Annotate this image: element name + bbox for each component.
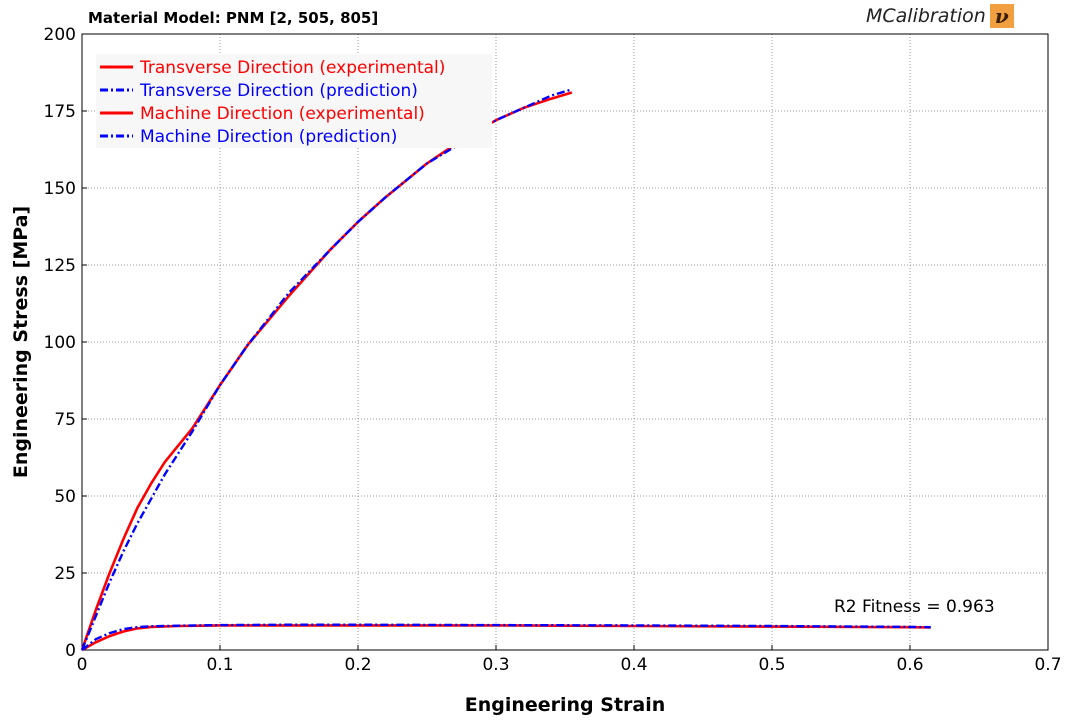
x-axis-label: Engineering Strain [465,694,666,716]
y-tick-label: 50 [54,487,76,507]
legend-entry: Machine Direction (experimental) [140,104,425,124]
brand-name: MCalibration [866,5,986,27]
y-tick-label: 75 [54,410,76,430]
brand-logo-icon: ν [989,4,1014,28]
legend-entry: Machine Direction (prediction) [140,127,397,147]
y-tick-label: 125 [44,256,76,276]
y-axis-label: Engineering Stress [MPa] [10,206,32,478]
y-tick-label: 150 [44,179,76,199]
x-tick-label: 0.5 [758,655,785,675]
y-tick-label: 175 [44,102,76,122]
x-tick-label: 0.4 [620,655,647,675]
x-tick-label: 0.2 [344,655,371,675]
brand: MCalibration ν [866,4,1014,28]
x-tick-label: 0.1 [206,655,233,675]
series-line-4 [81,623,931,651]
legend-entry: Transverse Direction (prediction) [139,81,418,101]
series-lines [80,88,931,652]
y-tick-label: 200 [44,25,76,45]
y-axis-ticks: 0 25 50 75 100 125 150 175 200 [44,25,87,661]
chart-title: Material Model: PNM [2, 505, 805] [88,9,379,27]
x-axis-ticks: 0 0.1 0.2 0.3 0.4 0.5 0.6 0.7 [77,645,1062,675]
series-line-1 [80,91,573,651]
y-tick-label: 25 [54,564,76,584]
series-line-2 [80,88,573,651]
x-tick-label: 0.3 [482,655,509,675]
series-line-3 [81,624,931,652]
y-tick-label: 100 [44,333,76,353]
legend-entry: Transverse Direction (experimental) [139,58,445,78]
x-tick-label: 0.7 [1034,655,1061,675]
grid [82,34,1048,650]
fitness-annotation: R2 Fitness = 0.963 [834,597,995,617]
legend-box [96,54,492,148]
x-tick-label: 0 [77,655,88,675]
x-tick-label: 0.6 [896,655,923,675]
legend: Transverse Direction (experimental) Trans… [100,58,445,147]
y-tick-label: 0 [65,641,76,661]
